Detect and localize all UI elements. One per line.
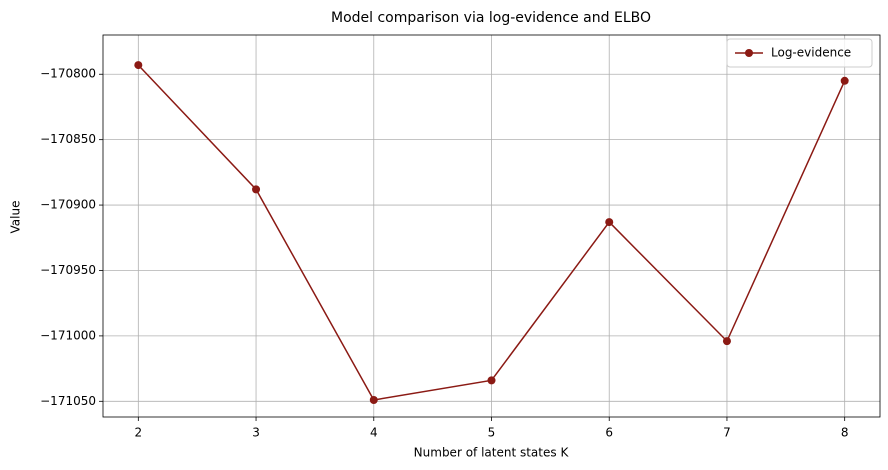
point (605, 218, 614, 227)
point (252, 185, 261, 194)
legend-box (726, 38, 873, 68)
y-axis-label: Value (9, 201, 23, 234)
y-tick-label: −171050 (40, 394, 96, 408)
x-tick-label: 8 (841, 426, 849, 440)
x-tick-label: 2 (134, 426, 142, 440)
point (722, 337, 731, 346)
y-tick-label: −171000 (40, 328, 96, 342)
y-tick-label: −170900 (40, 198, 96, 212)
y-tick-label: −170800 (40, 67, 96, 81)
y-tick-label: −170950 (40, 263, 96, 277)
x-axis-label: Number of latent states K (414, 446, 570, 460)
x-tick-label: 5 (488, 426, 496, 440)
x-tick-label: 3 (252, 426, 260, 440)
x-tick-label: 4 (370, 426, 378, 440)
legend-marker (745, 49, 753, 57)
plot-frame (102, 34, 881, 418)
point (840, 76, 849, 85)
point (487, 376, 496, 385)
legend-label: Log-evidence (771, 46, 851, 60)
point (369, 395, 378, 404)
y-tick-label: −170850 (40, 132, 96, 146)
point (134, 61, 143, 70)
x-tick-label: 6 (605, 426, 613, 440)
chart-title: Model comparison via log-evidence and EL… (331, 10, 651, 26)
x-tick-label: 7 (723, 426, 731, 440)
